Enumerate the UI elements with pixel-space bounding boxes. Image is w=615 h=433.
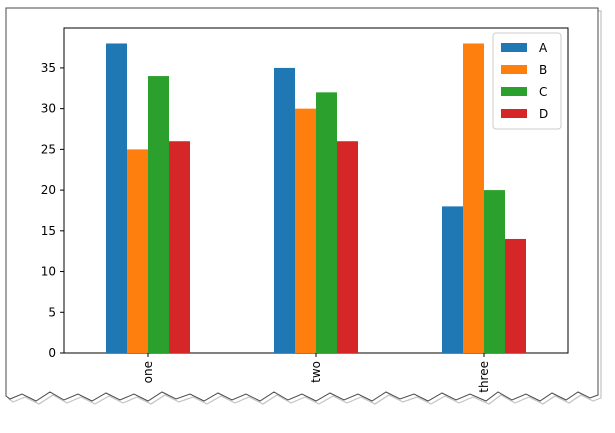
bar-B-one xyxy=(127,149,148,353)
bar-D-one xyxy=(169,141,190,353)
legend-label-B: B xyxy=(539,63,547,77)
x-tick-label: two xyxy=(309,361,323,383)
y-tick-label: 30 xyxy=(41,102,56,116)
x-tick-label: one xyxy=(141,361,155,383)
y-tick-label: 15 xyxy=(41,224,56,238)
legend-label-A: A xyxy=(539,41,548,55)
y-tick-label: 0 xyxy=(48,346,56,360)
bar-D-two xyxy=(337,141,358,353)
y-tick-label: 25 xyxy=(41,142,56,156)
legend-swatch-C xyxy=(501,87,527,96)
legend-label-C: C xyxy=(539,85,547,99)
y-axis: 0 5 10 15 20 25 30 35 xyxy=(41,61,64,360)
legend-swatch-B xyxy=(501,65,527,74)
bar-B-two xyxy=(295,108,316,353)
x-tick-label: three xyxy=(477,361,491,393)
y-tick-label: 20 xyxy=(41,183,56,197)
y-tick-label: 10 xyxy=(41,265,56,279)
legend-box xyxy=(492,32,562,130)
bar-C-two xyxy=(316,92,337,353)
y-tick-label: 5 xyxy=(48,305,56,319)
bar-C-three xyxy=(484,190,505,353)
y-tick-label: 35 xyxy=(41,61,56,75)
bar-B-three xyxy=(463,43,484,353)
bar-C-one xyxy=(148,76,169,353)
bar-A-one xyxy=(106,43,127,353)
bar-D-three xyxy=(505,238,526,353)
legend-swatch-D xyxy=(501,109,527,118)
legend-swatch-A xyxy=(501,43,527,52)
bar-A-three xyxy=(442,206,463,353)
bar-A-two xyxy=(274,67,295,353)
plot-area xyxy=(63,27,569,354)
x-axis: one two three xyxy=(141,353,491,393)
legend-label-D: D xyxy=(539,107,548,121)
